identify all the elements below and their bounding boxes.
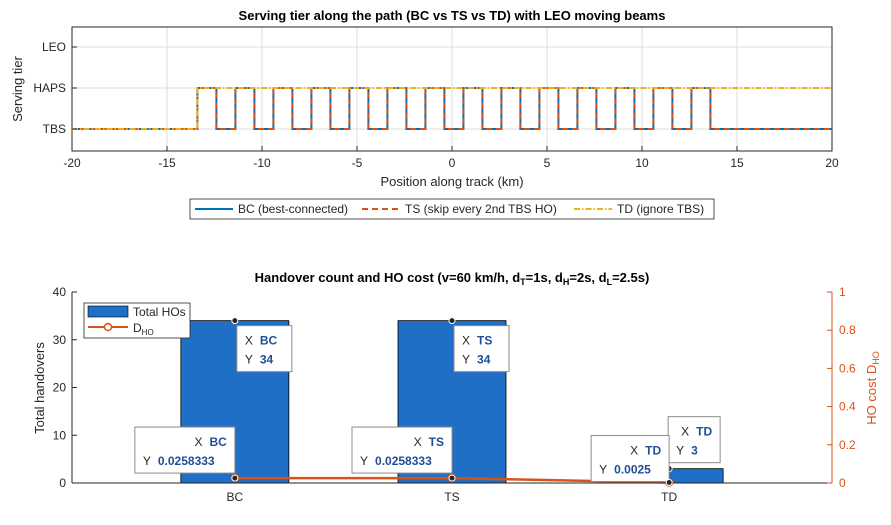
datatip-y-row: Y 0.0258333	[360, 454, 432, 468]
right-y-tick-label: 0.8	[839, 323, 856, 337]
datatip-x-row: X TD	[681, 425, 712, 439]
datatip-y-row: Y 0.0258333	[143, 454, 215, 468]
legend-marker-dho	[103, 322, 113, 332]
legend-label-dho: DHO	[133, 321, 154, 337]
tier-legend-box	[189, 198, 715, 220]
datatip-anchor	[665, 479, 673, 487]
datatip-anchor	[448, 317, 456, 325]
category-tick-label: BC	[227, 490, 244, 504]
datatip-line-bc[interactable]: X BC Y 0.0258333	[134, 426, 239, 482]
datatip-y-row: Y 0.0025	[599, 463, 651, 477]
right-y-tick-label: 0.6	[839, 361, 856, 375]
datatip-box	[590, 435, 670, 483]
tier-x-tick-label: -10	[253, 156, 271, 170]
tier-x-tick-label: 5	[544, 156, 551, 170]
legend-label-td: TD (ignore TBS)	[617, 202, 704, 216]
datatip-x-row: X TD	[630, 444, 661, 458]
right-y-label: HO cost DHO	[864, 351, 881, 424]
right-y-tick-label: 0	[839, 476, 846, 490]
tier-chart-x-label: Position along track (km)	[380, 174, 523, 189]
tier-chart-series	[72, 87, 832, 130]
handover-chart-title: Handover count and HO cost (v=60 km/h, d…	[255, 270, 650, 287]
tier-x-tick-label: 15	[730, 156, 744, 170]
datatip-y-row: Y 34	[462, 353, 491, 367]
left-y-label: Total handovers	[32, 342, 47, 434]
legend-swatch-total-hos	[87, 305, 129, 318]
legend-label-ts: TS (skip every 2nd TBS HO)	[405, 202, 557, 216]
left-y-tick-label: 0	[59, 476, 66, 490]
tier-x-tick-label: -15	[158, 156, 176, 170]
datatip-box	[236, 325, 293, 373]
tier-y-tick-label: TBS	[43, 122, 66, 136]
datatip-box	[667, 416, 721, 464]
data-tips: X BC Y 34 X TS Y 34 X TD Y 3 X BC Y 0.0258333 X TS Y 0.0258…	[134, 317, 721, 487]
tier-y-tick-label: LEO	[42, 40, 66, 54]
tier-series-ts	[72, 87, 832, 130]
tier-x-tick-label: 10	[635, 156, 649, 170]
tier-x-tick-label: -5	[352, 156, 363, 170]
tier-x-tick-label: -20	[63, 156, 81, 170]
datatip-y-row: Y 34	[245, 353, 274, 367]
datatip-x-row: X BC	[245, 334, 278, 348]
tier-chart-y-ticks: TBS HAPS LEO	[33, 40, 77, 136]
datatip-bar-ts[interactable]: X TS Y 34	[448, 317, 510, 373]
tier-chart-y-label: Serving tier	[10, 55, 25, 121]
right-y-tick-label: 1	[839, 285, 846, 299]
tier-x-tick-label: 20	[825, 156, 839, 170]
datatip-bar-bc[interactable]: X BC Y 34	[231, 317, 293, 373]
right-y-tick-label: 0.2	[839, 438, 856, 452]
datatip-x-row: X TS	[462, 334, 492, 348]
datatip-anchor	[448, 474, 456, 482]
datatip-x-row: X BC	[194, 435, 227, 449]
category-tick-label: TD	[661, 490, 677, 504]
left-y-tick-label: 10	[53, 428, 67, 442]
datatip-box	[453, 325, 510, 373]
datatip-anchor	[231, 317, 239, 325]
tier-y-tick-label: HAPS	[33, 81, 66, 95]
left-y-tick-label: 40	[53, 285, 67, 299]
handover-chart: Handover count and HO cost (v=60 km/h, d…	[32, 270, 881, 504]
tier-series-td	[72, 87, 832, 130]
legend-label-bc: BC (best-connected)	[238, 202, 348, 216]
right-y-ticks: 0 0.2 0.4 0.6 0.8 1	[827, 285, 856, 490]
category-tick-label: TS	[444, 490, 459, 504]
left-y-tick-label: 30	[53, 333, 67, 347]
legend-label-total-hos: Total HOs	[133, 305, 186, 319]
left-y-ticks: 0 10 20 30 40	[53, 285, 77, 490]
datatip-box	[351, 426, 453, 474]
tier-chart-legend[interactable]: BC (best-connected) TS (skip every 2nd T…	[189, 198, 715, 220]
tier-x-tick-label: 0	[449, 156, 456, 170]
datatip-anchor	[231, 474, 239, 482]
right-y-tick-label: 0.4	[839, 400, 856, 414]
tier-chart: Serving tier along the path (BC vs TS vs…	[10, 8, 839, 220]
datatip-line-td[interactable]: X TD Y 0.0025	[590, 435, 673, 487]
tier-chart-x-ticks: -20 -15 -10 -5 0 5 10 15 20	[63, 146, 839, 170]
datatip-box	[134, 426, 236, 474]
tier-chart-title: Serving tier along the path (BC vs TS vs…	[239, 8, 666, 23]
left-y-tick-label: 20	[53, 381, 67, 395]
datatip-x-row: X TS	[414, 435, 444, 449]
datatip-bar-td[interactable]: X TD Y 3	[665, 416, 721, 473]
datatip-line-ts[interactable]: X TS Y 0.0258333	[351, 426, 456, 482]
handover-legend[interactable]: Total HOs DHO	[83, 302, 191, 339]
